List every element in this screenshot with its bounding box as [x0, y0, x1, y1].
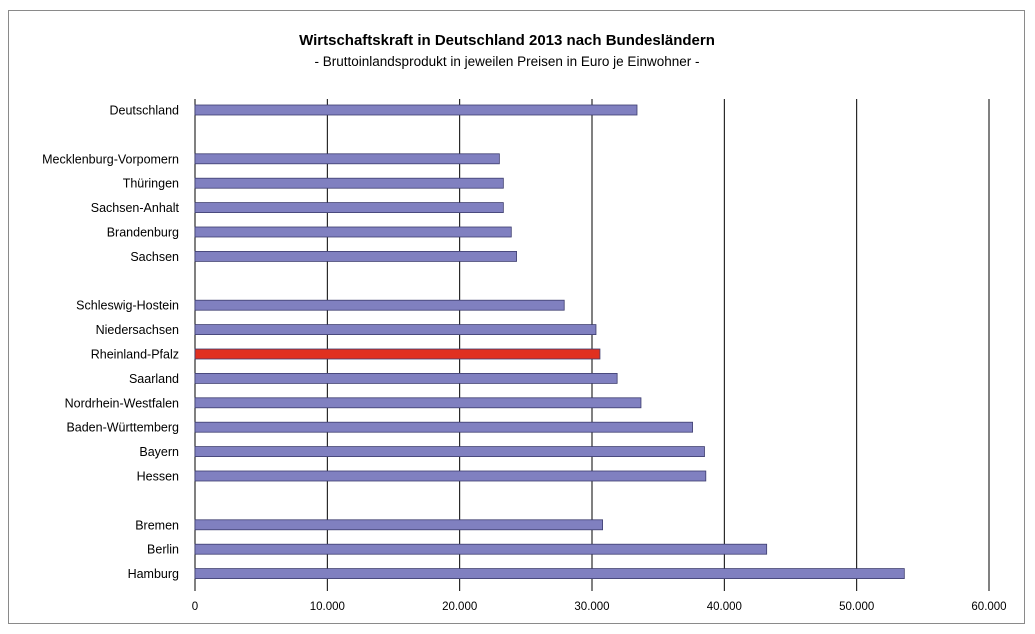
x-tick-labels: 0 10.000 20.000 30.000 40.000 50.000 60.000 [192, 601, 1007, 613]
bar-deutschland [194, 104, 638, 116]
category-label: Baden-Württemberg [66, 421, 179, 435]
category-label: Deutschland [110, 104, 180, 118]
x-tick-label: 40.000 [707, 601, 742, 613]
category-label: Schleswig-Hostein [76, 299, 179, 313]
chart-frame: Wirtschaftskraft in Deutschland 2013 nac… [8, 10, 1025, 624]
x-tick-label: 0 [192, 601, 198, 613]
bar-nordrhein-westfalen [194, 397, 642, 409]
chart-title: Wirtschaftskraft in Deutschland 2013 nac… [299, 32, 715, 49]
bar-mecklenburg-vorpomern [194, 153, 500, 165]
bar-bremen [194, 519, 603, 531]
bar-niedersachsen [194, 324, 597, 336]
bar-thüringen [194, 177, 504, 189]
category-label: Bremen [135, 518, 179, 532]
bar-rheinland-pfalz [194, 348, 601, 360]
bar-baden-württemberg [194, 421, 693, 433]
x-tick-label: 50.000 [839, 601, 874, 613]
bar-schleswig-hostein [194, 299, 565, 311]
bar-sachsen-anhalt [194, 202, 504, 214]
bar-hamburg [194, 568, 905, 579]
gridlines [194, 99, 990, 591]
category-label: Hessen [137, 470, 179, 484]
category-label: Brandenburg [107, 226, 179, 240]
x-tick-label: 30.000 [574, 601, 609, 613]
category-labels: Deutschland Mecklenburg-Vorpomern Thüringe… [42, 104, 179, 582]
category-label: Sachsen-Anhalt [91, 201, 180, 215]
bar-bayern [194, 446, 705, 458]
bar-chart: Wirtschaftskraft in Deutschland 2013 nac… [42, 32, 1007, 613]
category-label: Hamburg [128, 567, 179, 581]
category-label: Sachsen [130, 250, 179, 264]
bar-saarland [194, 372, 618, 384]
category-label: Bayern [139, 445, 179, 459]
chart-subtitle: - Bruttoinlandsprodukt in jeweilen Preis… [315, 54, 700, 69]
x-tick-label: 20.000 [442, 601, 477, 613]
bar-brandenburg [194, 226, 512, 238]
category-label: Saarland [129, 372, 179, 386]
category-label: Berlin [147, 543, 179, 557]
category-label: Nordrhein-Westfalen [65, 396, 179, 410]
category-label: Thüringen [123, 177, 179, 191]
bar-hessen [194, 470, 707, 482]
x-tick-label: 60.000 [971, 601, 1006, 613]
bar-sachsen [194, 250, 517, 262]
category-label: Niedersachsen [96, 323, 179, 337]
x-tick-label: 10.000 [310, 601, 345, 613]
bars [194, 104, 905, 579]
category-label: Rheinland-Pfalz [91, 348, 179, 362]
category-label: Mecklenburg-Vorpomern [42, 152, 179, 166]
bar-berlin [194, 543, 768, 555]
